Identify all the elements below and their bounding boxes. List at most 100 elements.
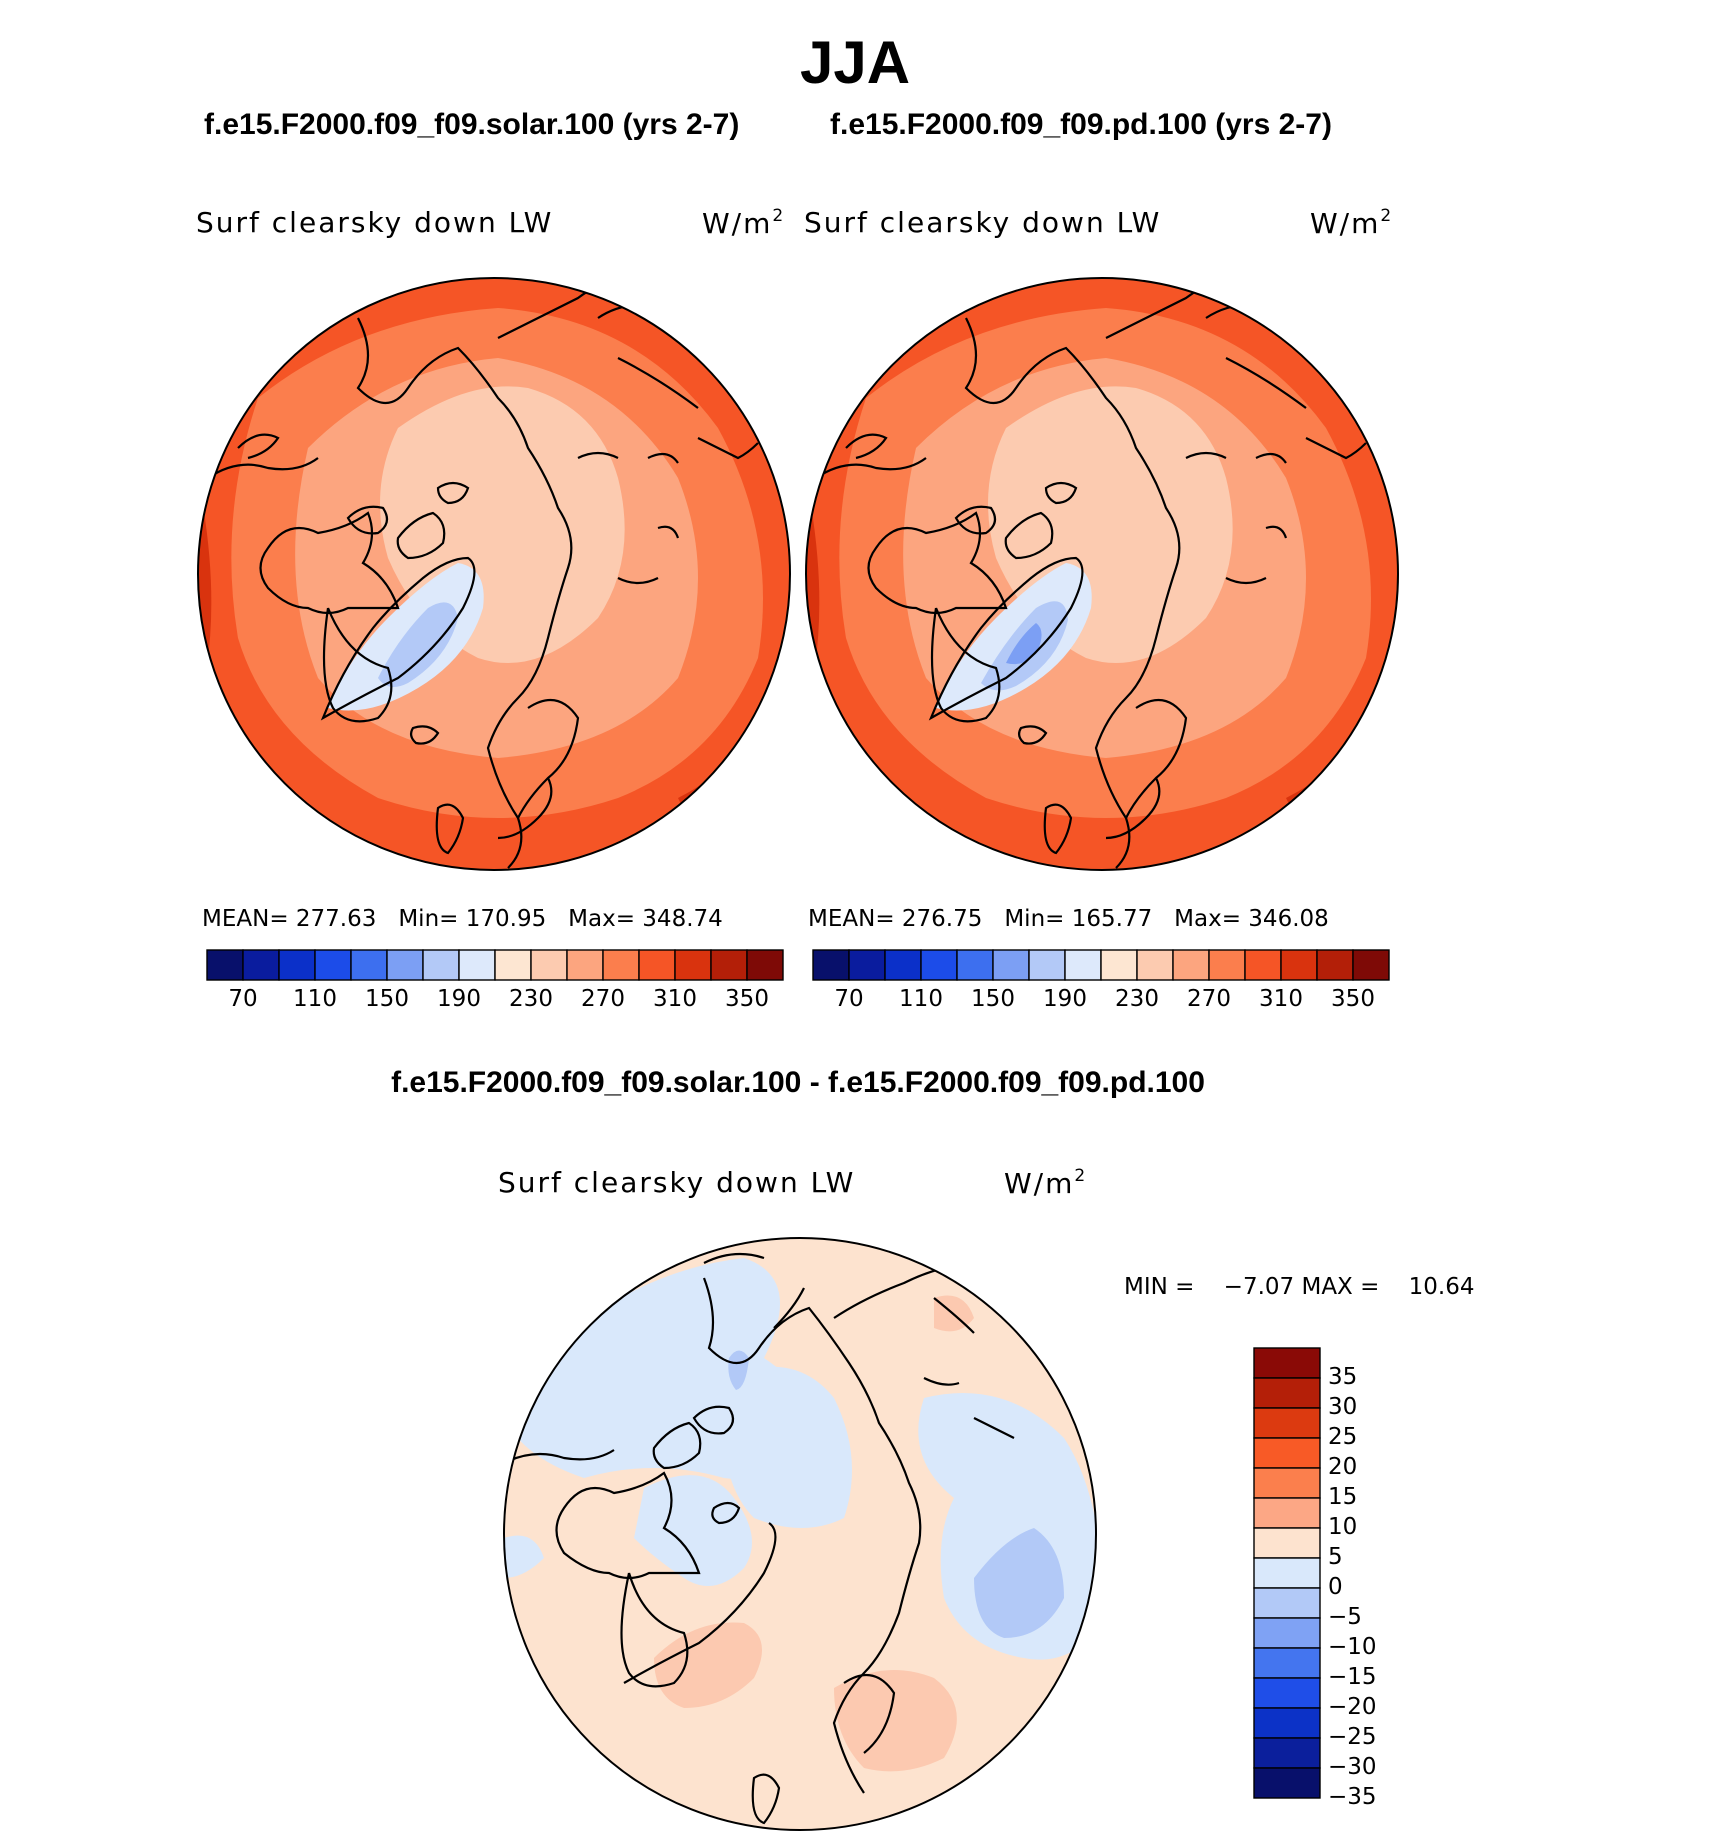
right-max-label: Max= — [1174, 906, 1241, 932]
colorbar-swatch — [1316, 949, 1354, 981]
colorbar-tick-label: 15 — [1328, 1484, 1358, 1510]
right-stats: MEAN= 276.75 Min= 165.77 Max= 346.08 — [808, 906, 1329, 932]
diff-min-label: MIN = — [1124, 1274, 1195, 1300]
colorbar-swatch — [1253, 1677, 1321, 1709]
diff-minmax: MIN = −7.07 MAX = 10.64 — [1124, 1274, 1475, 1300]
colorbar-tick-label: −20 — [1328, 1694, 1377, 1720]
colorbar-tick-label: 150 — [971, 986, 1015, 1012]
left-colorbar — [206, 949, 784, 981]
case-title-left: f.e15.F2000.f09_f09.solar.100 (yrs 2-7) — [204, 108, 740, 141]
colorbar-swatch — [422, 949, 460, 981]
colorbar-tick-label: 20 — [1328, 1454, 1358, 1480]
colorbar-swatch — [674, 949, 712, 981]
colorbar-tick-label: 350 — [1331, 986, 1375, 1012]
right-mean-value: 276.75 — [901, 906, 983, 932]
colorbar-swatch — [1253, 1557, 1321, 1589]
colorbar-tick-label: 0 — [1328, 1574, 1343, 1600]
colorbar-swatch — [1253, 1647, 1321, 1679]
colorbar-tick-label: 10 — [1328, 1514, 1358, 1540]
colorbar-tick-label: 35 — [1328, 1364, 1358, 1390]
colorbar-swatch — [1253, 1467, 1321, 1499]
diff-polar-map — [503, 1237, 1097, 1831]
colorbar-swatch — [638, 949, 676, 981]
colorbar-tick-label: 5 — [1328, 1544, 1343, 1570]
colorbar-tick-label: 110 — [899, 986, 943, 1012]
left-stats: MEAN= 277.63 Min= 170.95 Max= 348.74 — [202, 906, 723, 932]
colorbar-swatch — [1253, 1737, 1321, 1769]
colorbar-tick-label: 310 — [653, 986, 697, 1012]
colorbar-swatch — [848, 949, 886, 981]
colorbar-swatch — [278, 949, 316, 981]
colorbar-tick-label: 190 — [1043, 986, 1087, 1012]
right-variable-label: Surf clearsky down LW — [804, 206, 1162, 239]
colorbar-tick-label: 270 — [1187, 986, 1231, 1012]
difference-title: f.e15.F2000.f09_f09.solar.100 - f.e15.F2… — [391, 1066, 1205, 1099]
diff-units-exp: 2 — [1074, 1166, 1086, 1186]
left-variable-label: Surf clearsky down LW — [196, 206, 554, 239]
colorbar-swatch — [350, 949, 388, 981]
diff-max-label: MAX = — [1301, 1274, 1380, 1300]
colorbar-tick-label: 270 — [581, 986, 625, 1012]
diff-colorbar — [1253, 1347, 1321, 1799]
diff-min-value: −7.07 — [1223, 1274, 1295, 1300]
colorbar-swatch — [1352, 949, 1390, 981]
case-title-right: f.e15.F2000.f09_f09.pd.100 (yrs 2-7) — [830, 108, 1332, 141]
left-min-value: 170.95 — [465, 906, 547, 932]
colorbar-swatch — [386, 949, 424, 981]
right-mean-label: MEAN= — [808, 906, 895, 932]
right-units-exp: 2 — [1380, 206, 1392, 226]
colorbar-swatch — [1208, 949, 1246, 981]
colorbar-swatch — [1253, 1587, 1321, 1619]
colorbar-swatch — [1253, 1617, 1321, 1649]
colorbar-swatch — [602, 949, 640, 981]
right-units-base: W/m — [1310, 207, 1381, 240]
colorbar-swatch — [746, 949, 784, 981]
colorbar-swatch — [1253, 1347, 1321, 1379]
left-max-label: Max= — [568, 906, 635, 932]
colorbar-swatch — [1028, 949, 1066, 981]
colorbar-swatch — [884, 949, 922, 981]
colorbar-swatch — [494, 949, 532, 981]
colorbar-tick-label: 70 — [834, 986, 864, 1012]
colorbar-swatch — [1253, 1437, 1321, 1469]
colorbar-tick-label: 150 — [365, 986, 409, 1012]
left-min-label: Min= — [398, 906, 459, 932]
right-max-value: 346.08 — [1248, 906, 1329, 932]
colorbar-swatch — [1253, 1497, 1321, 1529]
colorbar-swatch — [1280, 949, 1318, 981]
colorbar-swatch — [920, 949, 958, 981]
colorbar-swatch — [314, 949, 352, 981]
colorbar-tick-label: −30 — [1328, 1754, 1377, 1780]
colorbar-tick-label: 230 — [1115, 986, 1159, 1012]
colorbar-swatch — [956, 949, 994, 981]
right-polar-map — [805, 277, 1399, 871]
colorbar-tick-label: 70 — [228, 986, 258, 1012]
colorbar-swatch — [992, 949, 1030, 981]
diff-max-value: 10.64 — [1408, 1274, 1475, 1300]
left-units-label: W/m2 — [702, 206, 783, 240]
page-title: JJA — [799, 29, 911, 96]
diff-units-label: W/m2 — [1004, 1166, 1085, 1200]
colorbar-swatch — [242, 949, 280, 981]
colorbar-swatch — [1172, 949, 1210, 981]
colorbar-swatch — [566, 949, 604, 981]
colorbar-swatch — [458, 949, 496, 981]
colorbar-swatch — [206, 949, 244, 981]
diff-units-base: W/m — [1004, 1167, 1075, 1200]
colorbar-swatch — [1253, 1377, 1321, 1409]
right-min-label: Min= — [1004, 906, 1065, 932]
colorbar-tick-label: −35 — [1328, 1784, 1377, 1810]
left-mean-value: 277.63 — [295, 906, 377, 932]
colorbar-tick-label: −25 — [1328, 1724, 1377, 1750]
colorbar-swatch — [1253, 1767, 1321, 1799]
colorbar-tick-label: 30 — [1328, 1394, 1358, 1420]
colorbar-tick-label: −5 — [1328, 1604, 1362, 1630]
colorbar-swatch — [530, 949, 568, 981]
colorbar-tick-label: −10 — [1328, 1634, 1377, 1660]
colorbar-swatch — [1253, 1707, 1321, 1739]
right-units-label: W/m2 — [1310, 206, 1391, 240]
colorbar-swatch — [1244, 949, 1282, 981]
right-colorbar — [812, 949, 1390, 981]
left-units-base: W/m — [702, 207, 773, 240]
right-min-value: 165.77 — [1071, 906, 1153, 932]
